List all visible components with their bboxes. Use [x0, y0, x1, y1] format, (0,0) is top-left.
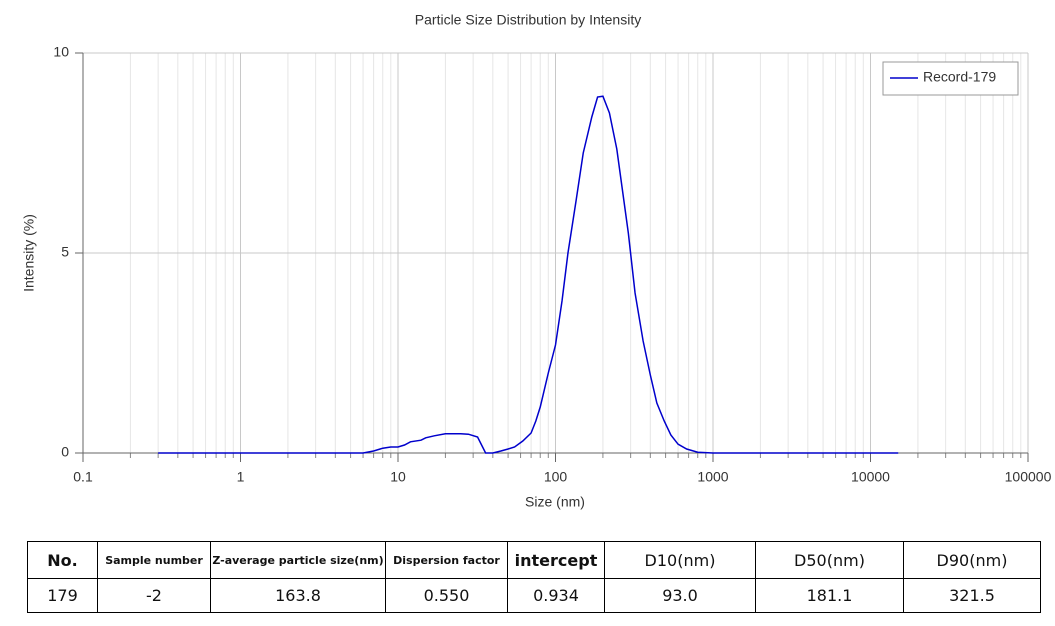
cell: 321.5 [903, 578, 1041, 613]
x-tick-label: 1000 [697, 469, 728, 485]
y-tick-label: 10 [53, 44, 69, 60]
cell: 0.934 [507, 578, 605, 613]
header-cell: intercept [507, 541, 605, 579]
header-cell: Sample number [97, 541, 211, 579]
header-cell: Z-average particle size(nm) [210, 541, 386, 579]
x-tick-label: 0.1 [73, 469, 93, 485]
cell: 0.550 [385, 578, 508, 613]
header-row: No. Sample number Z-average particle siz… [27, 541, 1041, 579]
cell: 181.1 [755, 578, 904, 613]
x-tick-label: 1 [237, 469, 245, 485]
x-tick-label: 10000 [851, 469, 890, 485]
header-cell: D10(nm) [604, 541, 756, 579]
x-tick-label: 100000 [1005, 469, 1052, 485]
header-cell: Dispersion factor [385, 541, 508, 579]
y-tick-label: 0 [61, 444, 69, 460]
header-cell: D90(nm) [903, 541, 1041, 579]
cell: 163.8 [210, 578, 386, 613]
x-tick-label: 100 [544, 469, 568, 485]
x-tick-label: 10 [390, 469, 406, 485]
y-axis-label: Intensity (%) [21, 214, 37, 292]
chart: Particle Size Distribution by Intensity … [21, 12, 1052, 510]
data-line [158, 95, 899, 454]
legend-label: Record-179 [923, 69, 996, 85]
cell: -2 [97, 578, 211, 613]
results-table: No. Sample number Z-average particle siz… [27, 541, 1041, 613]
header-cell: D50(nm) [755, 541, 904, 579]
cell: 93.0 [604, 578, 756, 613]
data-row: 179 -2 163.8 0.550 0.934 93.0 181.1 321.… [27, 578, 1041, 613]
header-cell: No. [27, 541, 98, 579]
x-axis-label: Size (nm) [525, 494, 585, 510]
y-tick-label: 5 [61, 244, 69, 260]
cell: 179 [27, 578, 98, 613]
chart-title: Particle Size Distribution by Intensity [415, 12, 641, 28]
